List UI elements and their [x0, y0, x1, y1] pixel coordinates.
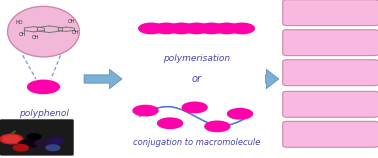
Text: OH: OH [72, 30, 79, 35]
FancyBboxPatch shape [283, 121, 378, 147]
Circle shape [229, 23, 254, 34]
Circle shape [182, 102, 207, 113]
Circle shape [3, 138, 11, 142]
Circle shape [158, 118, 183, 128]
Text: polymerisation: polymerisation [163, 54, 230, 63]
Circle shape [19, 140, 38, 148]
Ellipse shape [8, 6, 79, 57]
Circle shape [199, 23, 224, 34]
Circle shape [3, 137, 11, 140]
Circle shape [133, 105, 158, 116]
Text: polyphenol: polyphenol [19, 109, 68, 118]
FancyArrowPatch shape [84, 69, 122, 89]
Circle shape [11, 136, 18, 139]
Text: HO: HO [15, 20, 23, 25]
FancyBboxPatch shape [283, 0, 378, 26]
Circle shape [28, 80, 59, 94]
Circle shape [49, 137, 64, 144]
Circle shape [169, 23, 194, 34]
Circle shape [12, 137, 20, 141]
Circle shape [228, 109, 253, 119]
Circle shape [6, 135, 14, 139]
FancyBboxPatch shape [283, 60, 378, 86]
Text: antioxidant: antioxidant [307, 8, 355, 17]
FancyBboxPatch shape [0, 119, 74, 156]
Circle shape [27, 134, 41, 140]
Text: neuroprotective: neuroprotective [297, 130, 364, 139]
Circle shape [205, 121, 230, 132]
Circle shape [154, 23, 179, 34]
Circle shape [139, 23, 164, 34]
Circle shape [11, 139, 18, 142]
Text: antimicrobial: antimicrobial [303, 68, 358, 77]
Text: OH: OH [68, 19, 76, 24]
Text: or: or [192, 74, 201, 84]
Circle shape [0, 134, 23, 144]
FancyArrowPatch shape [265, 69, 279, 89]
Circle shape [184, 23, 209, 34]
Text: conjugation to macromolecule: conjugation to macromolecule [133, 138, 260, 147]
Text: OH: OH [19, 32, 26, 37]
FancyBboxPatch shape [283, 91, 378, 117]
Circle shape [12, 137, 20, 141]
Circle shape [35, 140, 52, 146]
Text: anticancer: anticancer [308, 38, 353, 47]
Circle shape [46, 145, 60, 151]
Circle shape [6, 140, 14, 143]
Text: OH: OH [32, 35, 40, 40]
FancyBboxPatch shape [283, 30, 378, 56]
Circle shape [214, 23, 239, 34]
Text: cardioprotective: cardioprotective [296, 100, 365, 109]
Circle shape [13, 145, 28, 151]
